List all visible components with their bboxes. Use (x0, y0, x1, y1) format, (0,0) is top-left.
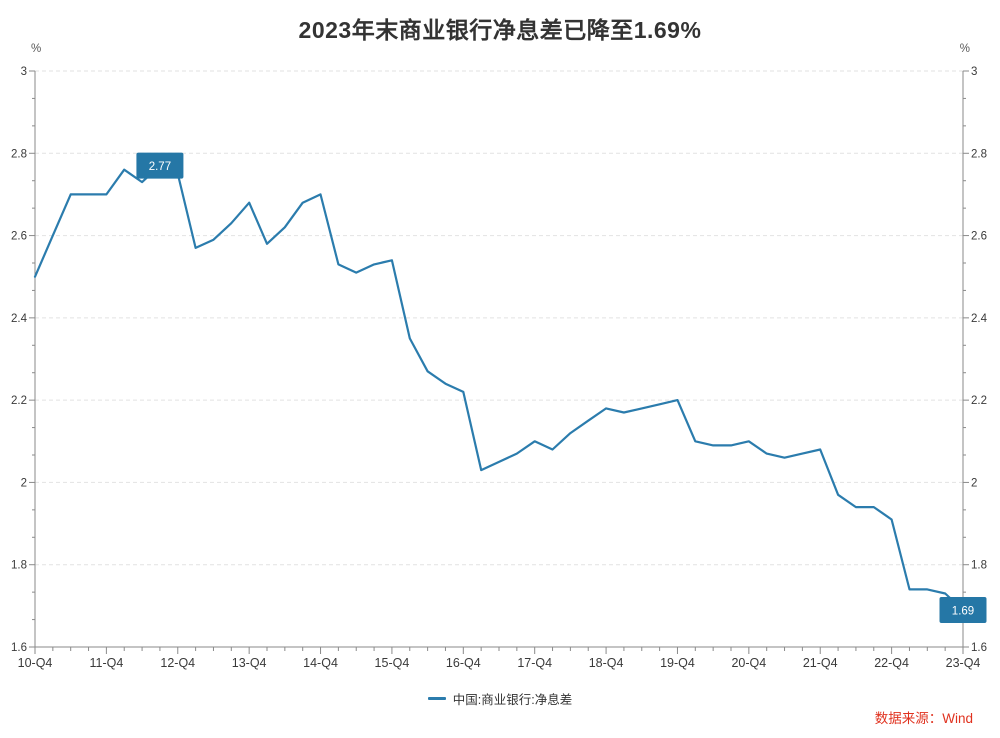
x-tick-label: 21-Q4 (803, 656, 838, 670)
y-tick-label-left: 1.6 (11, 642, 27, 654)
legend: 中国:商业银行:净息差 (0, 689, 1000, 708)
y-axis-unit-right: % (959, 43, 970, 55)
x-tick-label: 12-Q4 (160, 656, 195, 670)
y-tick-label-right: 2.2 (971, 395, 987, 407)
x-tick-label: 13-Q4 (232, 656, 267, 670)
x-tick-label: 16-Q4 (446, 656, 481, 670)
x-tick-label: 15-Q4 (375, 656, 410, 670)
y-tick-label-right: 2 (971, 477, 977, 489)
x-tick-label: 18-Q4 (589, 656, 624, 670)
y-tick-label-right: 2.6 (971, 231, 987, 243)
x-axis-ticks: 10-Q4 11-Q4 12-Q4 13-Q4 14-Q4 15-Q4 16-Q4 17-Q4… (18, 647, 981, 670)
x-tick-label: 14-Q4 (303, 656, 338, 670)
y-tick-label-right: 2.8 (971, 148, 987, 160)
y-tick-label-left: 2 (21, 477, 27, 489)
data-source: 数据来源：Wind (874, 711, 973, 726)
y-tick-label-left: 1.8 (11, 560, 27, 572)
y-tick-label-right: 1.6 (971, 642, 987, 654)
y-axis-unit-left: % (31, 43, 42, 55)
x-tick-label: 19-Q4 (660, 656, 695, 670)
x-tick-label: 10-Q4 (18, 656, 53, 670)
y-tick-label-left: 2.4 (11, 313, 28, 325)
x-tick-label: 17-Q4 (517, 656, 552, 670)
y-tick-label-right: 1.8 (971, 560, 987, 572)
x-tick-label: 23-Q4 (946, 656, 981, 670)
annotation-value: 2.77 (149, 161, 171, 173)
series-line (33, 164, 965, 612)
chart-title: 2023年末商业银行净息差已降至1.69% (298, 17, 702, 43)
annotation-value: 1.69 (952, 605, 974, 617)
y-tick-label-right: 3 (971, 66, 977, 78)
y-tick-label-right: 2.4 (971, 313, 988, 325)
y-tick-label-left: 2.8 (11, 148, 27, 160)
legend-line-marker (427, 697, 446, 700)
y-tick-label-left: 2.6 (11, 231, 27, 243)
y-axis-ticks: 1.6 1.6 1.8 1.8 2 2 2.2 2.2 2.4 2.4 2.6 2.6 2.8 2.8 3 3 (11, 66, 988, 654)
x-tick-label: 22-Q4 (874, 656, 909, 670)
x-tick-label: 11-Q4 (89, 656, 123, 670)
y-tick-label-left: 2.2 (11, 395, 27, 407)
y-tick-label-left: 3 (21, 66, 27, 78)
x-tick-label: 20-Q4 (731, 656, 766, 670)
gridlines (35, 70, 963, 566)
annotation-2.77: 2.77 (136, 152, 184, 179)
annotation-1.69: 1.69 (939, 596, 987, 623)
legend-label: 中国:商业银行:净息差 (452, 693, 573, 707)
